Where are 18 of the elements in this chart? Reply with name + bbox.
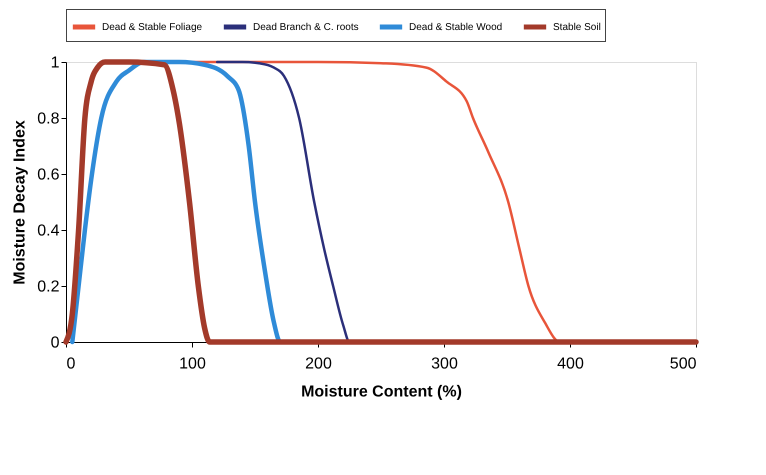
- y-tick-label: 0.2: [37, 278, 60, 296]
- x-tick-label: 200: [305, 356, 332, 372]
- legend-label: Dead & Stable Foliage: [102, 22, 202, 33]
- x-axis-title: Moisture Content (%): [301, 384, 462, 400]
- y-tick-label: 1: [50, 54, 60, 72]
- x-tick-label: 400: [557, 356, 584, 372]
- legend-label: Stable Soil: [553, 22, 601, 33]
- y-tick-label: 0.4: [37, 222, 60, 240]
- legend-label: Dead & Stable Wood: [409, 22, 502, 33]
- x-tick-label: 100: [179, 356, 206, 372]
- y-tick-label: 0.6: [37, 166, 60, 184]
- x-tick-label: 300: [431, 356, 458, 372]
- y-tick-label: 0: [50, 334, 60, 352]
- x-tick-label: 500: [670, 356, 697, 372]
- x-tick-label: 0: [66, 356, 76, 372]
- legend-label: Dead Branch & C. roots: [253, 22, 359, 33]
- y-axis-title: Moisture Decay Index: [11, 120, 28, 285]
- y-tick-label: 0.8: [37, 110, 60, 128]
